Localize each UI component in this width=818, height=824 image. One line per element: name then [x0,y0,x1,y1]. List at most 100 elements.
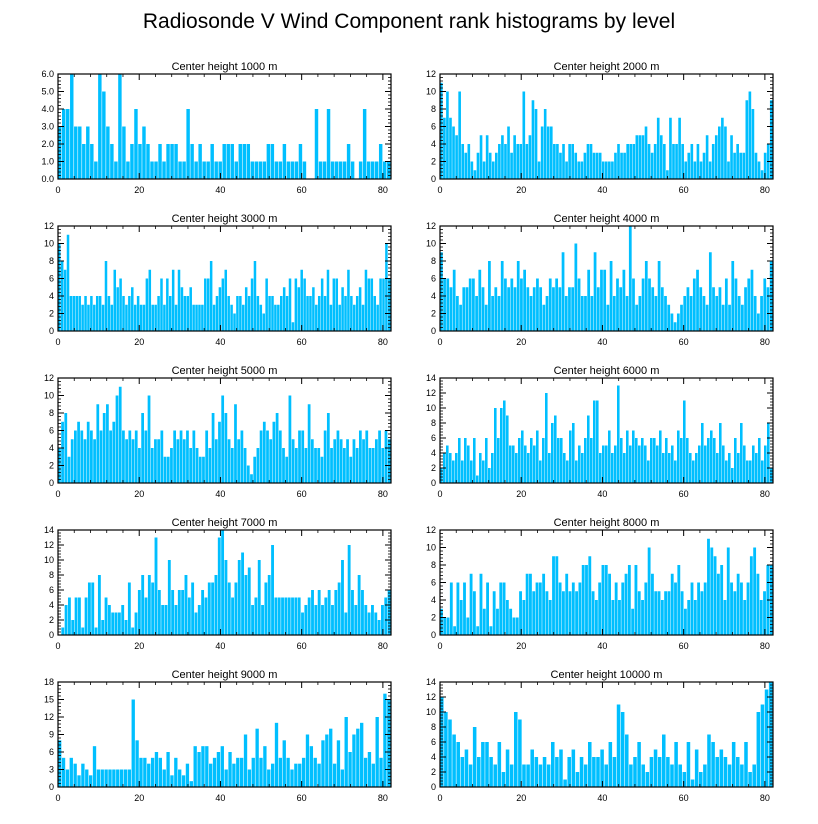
bar [660,600,664,635]
bar [760,704,765,787]
bar [744,742,748,787]
bar [314,448,317,483]
y-tick-label: 8 [431,722,436,732]
bar [227,439,231,483]
bar [657,591,661,635]
bar [70,74,74,179]
bar [475,296,478,331]
bar [719,423,722,483]
bar [331,605,334,635]
bar [114,161,118,179]
bar [501,772,506,787]
panel-title: Center height 4000 m [554,213,660,225]
bar [190,144,194,179]
bar [761,460,764,483]
bar [87,582,91,635]
bar [301,612,304,635]
bar [690,779,695,787]
bar [212,304,216,331]
bar [288,278,292,331]
bar [104,597,108,635]
bar [274,161,279,179]
bar [574,243,578,331]
bar [367,752,372,787]
bar [736,573,740,635]
bar [170,775,174,787]
bar [618,600,621,635]
x-tick-label: 60 [679,489,689,499]
bar [176,439,180,483]
bar [748,91,752,179]
bar [659,135,663,179]
bar [745,100,749,179]
bar [239,296,242,331]
bar [476,475,479,483]
x-tick-label: 40 [215,793,225,803]
bar [622,269,626,331]
bar [344,612,348,635]
bar [647,460,650,483]
bar [349,456,353,483]
bar [631,608,635,635]
bar [323,430,327,483]
bar [596,400,599,483]
bar [358,430,362,483]
bar [77,597,81,635]
bar [619,287,623,331]
y-tick-label: 4 [49,291,54,301]
bar [128,296,131,331]
bar [690,144,694,179]
bar [187,597,191,635]
bar [318,161,323,179]
bar [324,597,328,635]
y-tick-label: 6 [49,274,54,284]
bar [486,582,489,635]
bar [545,393,548,483]
bar [244,575,248,635]
bar [101,304,105,331]
bar [215,296,219,331]
bar [472,278,475,331]
bar [163,456,167,483]
bar [593,252,597,331]
bar [174,605,178,635]
bar [307,597,311,635]
bar [515,453,518,483]
bar [484,304,488,331]
bar [662,734,666,787]
bar [708,161,712,179]
bar [386,161,391,179]
y-tick-label: 8 [431,104,436,114]
x-tick-label: 80 [378,185,388,195]
bar [459,304,462,331]
y-tick-label: 4.0 [41,104,54,114]
bar [72,296,76,331]
bar [543,109,547,179]
bar [357,575,361,635]
bar [121,605,125,635]
bar [600,269,603,331]
bar [666,170,669,179]
bar [265,278,268,331]
bar [127,582,131,635]
bar [84,597,88,635]
y-tick-label: 5.0 [41,87,54,97]
bar [366,161,371,179]
bar [769,100,773,179]
bar [374,439,378,483]
bar [583,152,587,179]
x-tick-label: 40 [215,185,225,195]
bar [633,757,637,787]
y-tick-label: 4 [431,139,436,149]
bar [584,438,587,483]
bar [189,781,193,787]
bar [91,582,95,635]
bar [482,608,486,635]
bar [467,144,471,179]
bar [449,117,452,179]
bar [699,772,703,787]
bar [569,430,572,483]
bar [770,468,773,483]
bar [600,749,604,787]
bar [608,161,611,179]
